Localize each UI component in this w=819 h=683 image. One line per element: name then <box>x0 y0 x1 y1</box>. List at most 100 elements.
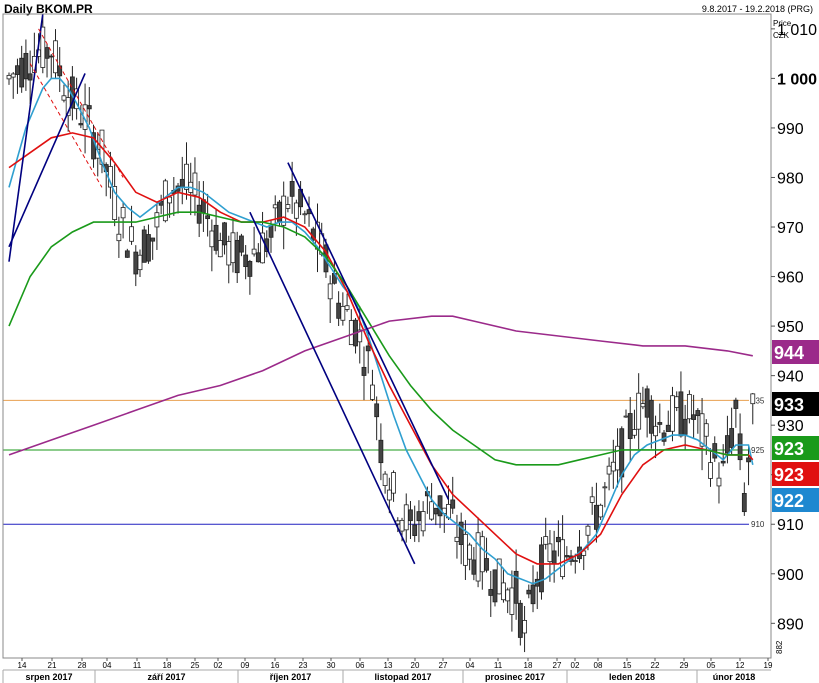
candle-body <box>463 533 468 566</box>
y-tick-label-extra: 882 <box>775 640 784 654</box>
candle-body <box>632 429 637 436</box>
price-tag-label: 922 <box>774 491 804 511</box>
y-axis-unit: CZK <box>773 31 790 40</box>
candle-body <box>196 204 202 224</box>
axes: 8909009109209309409509609709809901 0001 … <box>2 13 817 683</box>
candle-body <box>234 239 240 274</box>
candle-body <box>475 532 481 582</box>
trendline <box>8 73 86 248</box>
candle-body <box>555 536 561 543</box>
y-tick-label: 900 <box>777 567 804 584</box>
candle-body <box>682 418 688 435</box>
ma-line <box>8 315 753 456</box>
candle-body <box>733 399 739 409</box>
candle-body <box>272 204 278 209</box>
candle-body <box>657 422 663 425</box>
candle-body <box>450 499 456 509</box>
candle-body <box>505 589 511 602</box>
candle-body <box>184 163 189 190</box>
x-tick-label: 06 <box>356 661 365 670</box>
candle-body <box>598 504 604 518</box>
candle-body <box>678 391 684 437</box>
y-tick-label: 1 010 <box>777 22 817 39</box>
candle-body <box>488 589 494 596</box>
x-tick-label: 12 <box>736 661 745 670</box>
candle-body <box>192 172 198 196</box>
price-tags: 944 933 923 923 922 <box>772 340 819 512</box>
price-tag <box>772 436 819 460</box>
candle-body <box>57 65 63 77</box>
candle-body <box>281 195 287 226</box>
candle-body <box>112 186 118 220</box>
candle-body <box>691 414 697 420</box>
candle-body <box>648 399 654 434</box>
ma-line <box>8 132 754 565</box>
y-axis-label: Price <box>773 19 792 28</box>
candle-body <box>53 40 58 74</box>
candle-body <box>344 305 350 310</box>
candle-body <box>336 302 342 319</box>
candle-body <box>437 495 443 517</box>
y-tick-label: 960 <box>777 270 804 287</box>
y-tick-label: 930 <box>777 418 804 435</box>
candle-body <box>750 393 756 405</box>
candle-body <box>40 26 46 68</box>
month-label: září 2017 <box>147 672 185 682</box>
x-tick-label: 27 <box>553 661 562 670</box>
x-tick-label: 23 <box>299 661 308 670</box>
x-tick-label: 08 <box>594 661 603 670</box>
x-tick-label: 09 <box>241 661 250 670</box>
candle-body <box>526 589 532 595</box>
x-tick-label: 04 <box>103 661 112 670</box>
candle-body <box>124 250 130 258</box>
candle-body <box>408 509 413 522</box>
candle-body <box>391 472 396 494</box>
candle-body <box>348 320 354 346</box>
x-tick-label: 18 <box>524 661 533 670</box>
candle-body <box>289 181 295 197</box>
candle-body <box>686 394 692 420</box>
candle-body <box>420 511 426 532</box>
candle-body <box>551 550 557 565</box>
price-tag-label: 923 <box>774 439 804 459</box>
candle-body <box>433 507 439 515</box>
moving-averages <box>8 77 754 585</box>
guide-line-label: 925 <box>751 446 765 455</box>
x-tick-label: 30 <box>327 661 336 670</box>
candle-body <box>378 439 384 464</box>
candle-body <box>509 587 515 615</box>
candle-body <box>386 489 392 501</box>
candle-body <box>205 215 211 220</box>
x-tick-label: 21 <box>48 661 57 670</box>
trendline <box>287 162 450 500</box>
trendline <box>29 63 103 188</box>
candle-body <box>302 213 308 216</box>
candle-body <box>729 428 735 448</box>
candle-body <box>695 410 701 417</box>
price-tag-label: 944 <box>774 343 804 363</box>
candle-body <box>78 123 84 126</box>
x-tick-label: 27 <box>439 661 448 670</box>
y-tick-label: 910 <box>777 517 804 534</box>
ma-line <box>8 211 749 466</box>
candle-body <box>606 465 612 475</box>
candle-body <box>239 235 244 253</box>
month-label: únor 2018 <box>713 672 756 682</box>
candle-body <box>167 196 172 204</box>
x-tick-label: 19 <box>764 661 773 670</box>
trendline <box>38 28 124 178</box>
candle-body <box>146 234 151 262</box>
candle-body <box>746 457 751 463</box>
candle-body <box>564 555 570 558</box>
x-tick-label: 11 <box>133 661 142 670</box>
price-tag <box>772 462 819 486</box>
candle-body <box>412 524 418 536</box>
candle-body <box>513 570 519 604</box>
month-label: srpen 2017 <box>25 672 72 682</box>
price-tag <box>772 340 819 364</box>
y-tick-label: 890 <box>777 616 804 633</box>
date-range: 9.8.2017 - 19.2.2018 (PRG) <box>701 4 813 14</box>
candle-body <box>737 433 743 461</box>
price-tag <box>772 488 819 512</box>
chart-title: Daily BKOM.PR <box>4 2 93 16</box>
